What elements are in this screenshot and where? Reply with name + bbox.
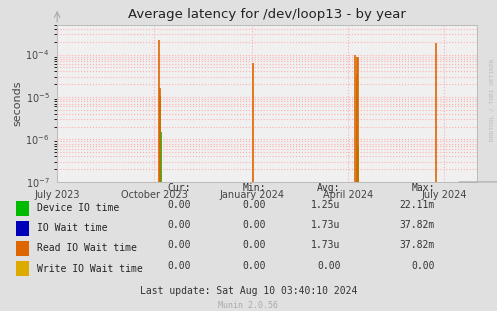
Text: Max:: Max: — [412, 183, 435, 193]
Text: Munin 2.0.56: Munin 2.0.56 — [219, 301, 278, 310]
Text: Last update: Sat Aug 10 03:40:10 2024: Last update: Sat Aug 10 03:40:10 2024 — [140, 286, 357, 296]
Text: RRDTOOL / TOBI OETIKER: RRDTOOL / TOBI OETIKER — [490, 58, 495, 141]
Text: 37.82m: 37.82m — [400, 240, 435, 250]
Text: 37.82m: 37.82m — [400, 220, 435, 230]
Text: Min:: Min: — [243, 183, 266, 193]
Text: 0.00: 0.00 — [243, 220, 266, 230]
Text: Avg:: Avg: — [317, 183, 340, 193]
Text: 22.11m: 22.11m — [400, 200, 435, 210]
Y-axis label: seconds: seconds — [12, 81, 22, 126]
Text: 0.00: 0.00 — [243, 240, 266, 250]
Text: 1.73u: 1.73u — [311, 240, 340, 250]
Title: Average latency for /dev/loop13 - by year: Average latency for /dev/loop13 - by yea… — [128, 8, 406, 21]
Text: 0.00: 0.00 — [317, 261, 340, 271]
Text: Device IO time: Device IO time — [37, 203, 119, 213]
Text: 0.00: 0.00 — [168, 200, 191, 210]
Text: 1.73u: 1.73u — [311, 220, 340, 230]
Text: 0.00: 0.00 — [168, 220, 191, 230]
Text: Read IO Wait time: Read IO Wait time — [37, 244, 137, 253]
Text: Write IO Wait time: Write IO Wait time — [37, 264, 143, 274]
Text: Cur:: Cur: — [168, 183, 191, 193]
Text: 0.00: 0.00 — [243, 200, 266, 210]
Text: 0.00: 0.00 — [412, 261, 435, 271]
Text: 1.25u: 1.25u — [311, 200, 340, 210]
Text: IO Wait time: IO Wait time — [37, 223, 108, 233]
Text: 0.00: 0.00 — [168, 240, 191, 250]
Text: 0.00: 0.00 — [243, 261, 266, 271]
Text: 0.00: 0.00 — [168, 261, 191, 271]
